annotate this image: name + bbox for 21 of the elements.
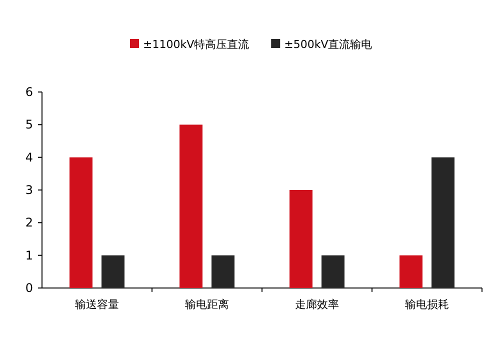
y-tick-label: 3 bbox=[25, 183, 33, 197]
legend-label: ±1100kV特高压直流 bbox=[143, 38, 250, 51]
x-tick-label: 输电损耗 bbox=[405, 298, 449, 311]
y-tick-label: 2 bbox=[25, 216, 33, 230]
bar bbox=[400, 255, 422, 288]
bar bbox=[70, 157, 92, 288]
y-tick-label: 5 bbox=[25, 118, 33, 132]
bar bbox=[322, 255, 344, 288]
x-tick-label: 输电距离 bbox=[185, 298, 229, 311]
bar bbox=[102, 255, 124, 288]
bar bbox=[180, 124, 202, 288]
bar bbox=[290, 190, 312, 288]
legend-label: ±500kV直流输电 bbox=[284, 38, 372, 51]
x-tick-label: 走廊效率 bbox=[295, 298, 339, 311]
y-tick-label: 1 bbox=[25, 248, 33, 262]
bar bbox=[432, 157, 454, 288]
x-tick-label: 输送容量 bbox=[75, 298, 119, 311]
y-tick-label: 0 bbox=[25, 281, 33, 295]
y-tick-label: 6 bbox=[25, 85, 33, 99]
y-tick-label: 4 bbox=[25, 150, 33, 164]
bar bbox=[212, 255, 234, 288]
